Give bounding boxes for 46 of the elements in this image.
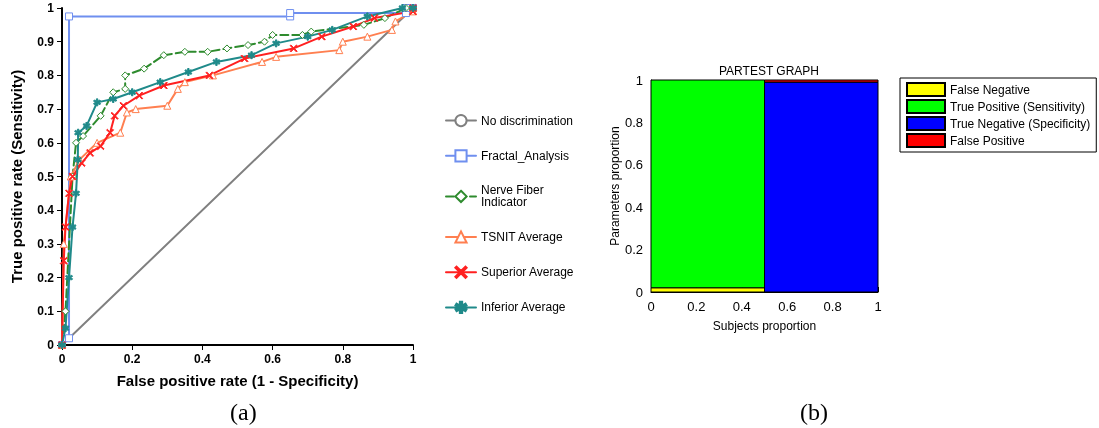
y-axis-title: Parameters proportion [608, 126, 622, 246]
y-tick-label: 0.9 [37, 34, 55, 49]
legend-label: Fractal_Analysis [481, 148, 570, 163]
y-tick-label: 0.3 [37, 236, 55, 251]
y-tick-label: 0.1 [37, 304, 55, 319]
y-tick-label: 0 [47, 338, 55, 352]
y-tick-label: 0.2 [37, 270, 55, 285]
x-tick-label: 0.8 [334, 352, 352, 366]
x-tick-label: 0.4 [194, 352, 212, 366]
legend-label: Superior Average [481, 265, 574, 280]
legend-label: Nerve Fiber Indicator [481, 183, 548, 210]
y-tick-label: 0.6 [624, 157, 643, 173]
x-tick-label: 0.6 [778, 299, 797, 314]
y-tick-label: 0.2 [624, 242, 643, 258]
x-tick-label: 0 [647, 299, 655, 314]
legend-label: Inferior Average [481, 300, 566, 315]
y-tick-label: 1 [47, 1, 55, 15]
legend-label: TSNIT Average [481, 230, 563, 244]
x-tick-label: 0 [58, 352, 66, 366]
y-tick-label: 0.7 [37, 102, 55, 117]
x-tick-label: 0.2 [687, 299, 706, 314]
legend-label: True Negative (Specificity) [950, 116, 1091, 131]
x-axis-title: False positive rate (1 - Specificity) [116, 372, 359, 389]
legend-label: True Positive (Sensitivity) [950, 99, 1085, 114]
legend-label: No discrimination [481, 113, 574, 128]
y-tick-label: 0.8 [624, 114, 643, 130]
text: (a) [230, 399, 257, 425]
x-tick-label: 0.6 [264, 352, 282, 366]
x-tick-label: 1 [874, 299, 882, 314]
y-tick-label: 0.6 [37, 135, 55, 150]
x-tick-label: 0.8 [823, 299, 842, 314]
x-axis-title: Subjects proportion [712, 319, 817, 333]
x-tick-label: 0.4 [732, 299, 751, 314]
legend-label: False Negative [950, 82, 1031, 97]
x-tick-label: 0.2 [123, 352, 141, 366]
chart-title: PARTEST GRAPH [718, 64, 820, 78]
y-tick-label: 0.4 [37, 203, 55, 218]
y-axis-title: True positive rate (Sensitivity) [8, 69, 25, 284]
y-tick-label: 0 [635, 284, 643, 300]
y-tick-label: 1 [635, 72, 643, 88]
y-tick-label: 0.4 [624, 199, 643, 215]
legend-label: False Positive [950, 133, 1026, 148]
text: (b) [800, 399, 828, 425]
y-tick-label: 0.8 [37, 68, 55, 83]
x-tick-label: 1 [409, 352, 417, 366]
y-tick-label: 0.5 [37, 169, 55, 184]
